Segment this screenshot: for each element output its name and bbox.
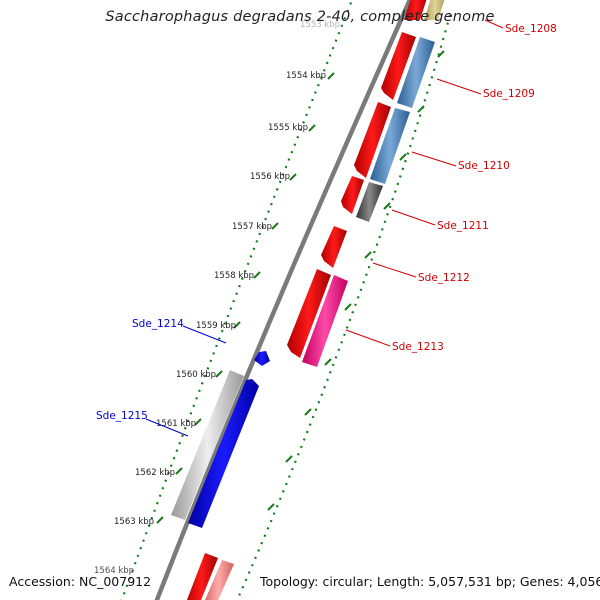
gene-sde-1211	[341, 176, 364, 214]
gene-callout-line	[372, 262, 417, 278]
gene-callout-line	[391, 209, 436, 226]
genes-forward	[186, 0, 445, 600]
kbp-labels: 1553 kbp 1554 kbp 1555 kbp 1556 kbp 1557 kbp…	[94, 20, 340, 576]
gene-label[interactable]: Sde_1213	[392, 341, 444, 353]
gene-callout-line	[182, 325, 227, 344]
kbp-label: 1556 kbp	[250, 172, 290, 182]
kbp-label: 1564 kbp	[94, 566, 134, 576]
kbp-label: 1562 kbp	[135, 468, 175, 478]
topology-label: Topology: circular; Length: 5,057,531 bp…	[260, 574, 600, 589]
gene-callout-line	[484, 19, 504, 29]
gene-label[interactable]: Sde_1212	[418, 272, 470, 284]
kbp-label: 1559 kbp	[196, 321, 236, 331]
gene-labels: Sde_1208 Sde_1209 Sde_1210 Sde_1211 Sde_1212…	[96, 19, 557, 437]
kbp-label: 1563 kbp	[114, 517, 154, 527]
kbp-ticks	[156, 72, 335, 524]
gene-label[interactable]: Sde_1210	[458, 160, 510, 172]
kbp-label: 1555 kbp	[268, 123, 308, 133]
gene-bottom-salmon	[205, 560, 234, 600]
gene-label[interactable]: Sde_1208	[505, 23, 557, 35]
gene-label[interactable]: Sde_1214	[132, 318, 184, 330]
kbp-label: 1560 kbp	[176, 370, 216, 380]
gene-sde-1210	[354, 102, 391, 178]
gene-label[interactable]: Sde_1209	[483, 88, 535, 100]
gene-callout-line	[411, 151, 457, 167]
gene-sde-1208	[404, 0, 427, 20]
gene-sde-1215	[171, 370, 244, 520]
gene-callout-line	[145, 418, 189, 437]
gene-sde-1215-blue	[188, 379, 259, 528]
genome-title: Saccharophagus degradans 2-40, complete …	[105, 9, 495, 25]
kbp-label: 1553 kbp	[300, 20, 340, 30]
gene-bottom-red	[186, 553, 218, 600]
accession-label: Accession: NC_007912	[9, 574, 152, 589]
gene-sde-1212	[321, 226, 347, 268]
gene-sde-1213-pink	[302, 275, 348, 367]
backbone-arc	[154, 0, 413, 600]
gene-sde-1208-partner	[424, 0, 445, 20]
kbp-label: 1558 kbp	[214, 271, 254, 281]
gene-callout-line	[436, 78, 482, 95]
inner-ticks	[267, 50, 445, 511]
gene-sde-1209-blue	[397, 37, 435, 108]
outer-tick-ring	[120, 0, 354, 600]
gene-label[interactable]: Sde_1215	[96, 410, 148, 422]
gene-sde-1210-blue	[370, 108, 410, 184]
gene-callout-line	[345, 329, 391, 347]
gene-sde-1211-gray	[356, 182, 383, 222]
genes-reverse	[171, 351, 270, 528]
kbp-label: 1554 kbp	[286, 71, 326, 81]
kbp-label: 1561 kbp	[156, 419, 196, 429]
gene-label[interactable]: Sde_1211	[437, 220, 489, 232]
gene-sde-1209	[381, 32, 416, 100]
inner-tick-ring	[235, 14, 452, 600]
kbp-label: 1557 kbp	[232, 222, 272, 232]
gene-sde-1214	[254, 351, 270, 366]
gene-sde-1213	[287, 269, 331, 358]
